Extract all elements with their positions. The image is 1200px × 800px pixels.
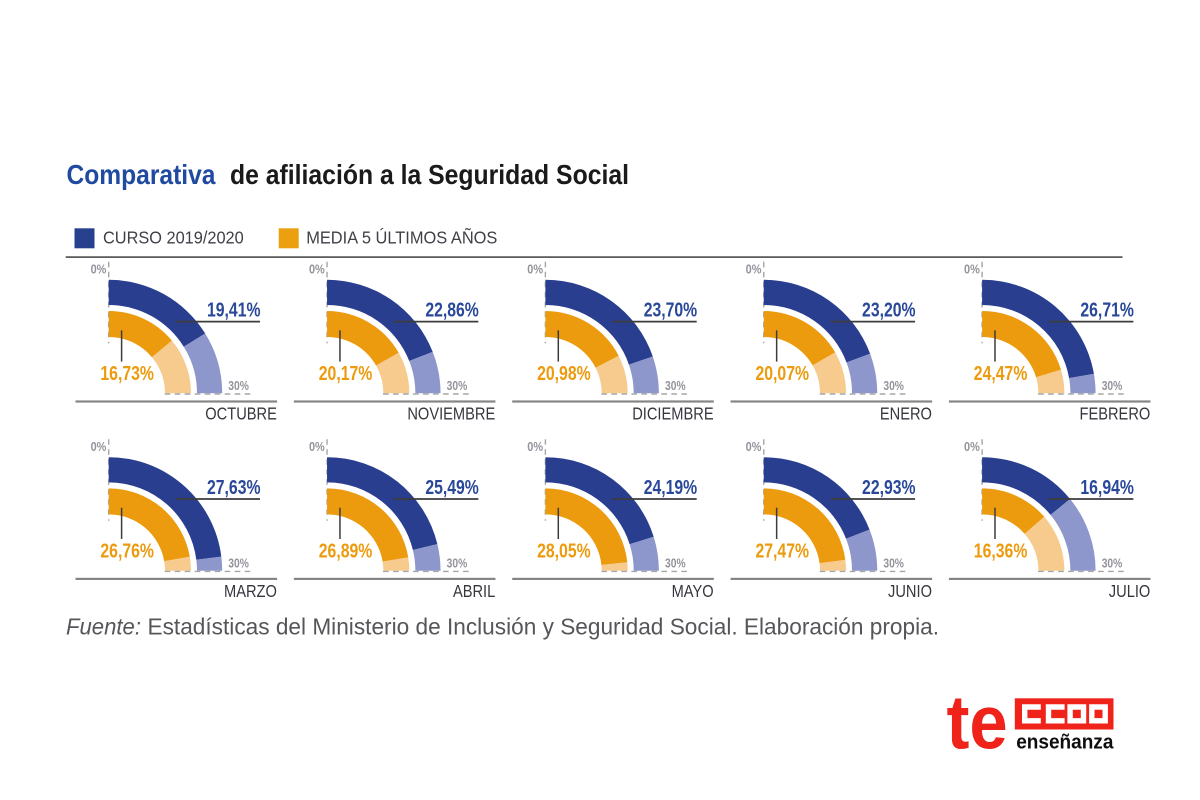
svg-text:0%: 0% bbox=[309, 262, 325, 277]
svg-text:27,63%: 27,63% bbox=[207, 477, 261, 499]
svg-text:30%: 30% bbox=[665, 556, 686, 570]
svg-text:20,07%: 20,07% bbox=[755, 363, 809, 385]
svg-text:Comparativa: Comparativa bbox=[67, 159, 216, 190]
svg-text:20,17%: 20,17% bbox=[319, 363, 373, 385]
svg-text:24,47%: 24,47% bbox=[974, 363, 1028, 385]
svg-text:0%: 0% bbox=[527, 262, 543, 277]
svg-text:0%: 0% bbox=[964, 439, 980, 454]
svg-text:25,49%: 25,49% bbox=[425, 477, 479, 499]
svg-text:0%: 0% bbox=[746, 262, 762, 277]
svg-text:30%: 30% bbox=[1102, 556, 1123, 570]
svg-text:MAYO: MAYO bbox=[672, 581, 714, 601]
svg-text:26,89%: 26,89% bbox=[319, 540, 373, 562]
svg-text:MARZO: MARZO bbox=[224, 581, 277, 601]
svg-text:NOVIEMBRE: NOVIEMBRE bbox=[407, 404, 495, 424]
svg-text:JUNIO: JUNIO bbox=[888, 581, 932, 601]
svg-text:22,93%: 22,93% bbox=[862, 477, 916, 499]
svg-text:DICIEMBRE: DICIEMBRE bbox=[632, 404, 713, 424]
svg-text:30%: 30% bbox=[665, 379, 686, 393]
svg-text:30%: 30% bbox=[883, 379, 904, 393]
svg-text:CURSO 2019/2020: CURSO 2019/2020 bbox=[103, 228, 244, 248]
svg-text:16,73%: 16,73% bbox=[100, 363, 154, 385]
svg-text:0%: 0% bbox=[91, 262, 107, 277]
svg-text:20,98%: 20,98% bbox=[537, 363, 591, 385]
svg-text:28,05%: 28,05% bbox=[537, 540, 591, 562]
svg-text:30%: 30% bbox=[228, 556, 249, 570]
svg-text:19,41%: 19,41% bbox=[207, 300, 261, 322]
svg-text:26,71%: 26,71% bbox=[1080, 300, 1134, 322]
svg-text:ENERO: ENERO bbox=[880, 404, 932, 424]
svg-text:16,36%: 16,36% bbox=[974, 540, 1028, 562]
svg-text:te: te bbox=[947, 680, 1008, 765]
svg-text:30%: 30% bbox=[447, 556, 468, 570]
svg-text:0%: 0% bbox=[964, 262, 980, 277]
svg-text:0%: 0% bbox=[91, 439, 107, 454]
svg-text:22,86%: 22,86% bbox=[425, 300, 479, 322]
svg-text:ABRIL: ABRIL bbox=[453, 581, 495, 601]
svg-text:30%: 30% bbox=[1102, 379, 1123, 393]
svg-text:27,47%: 27,47% bbox=[755, 540, 809, 562]
svg-text:23,70%: 23,70% bbox=[644, 300, 698, 322]
svg-text:MEDIA 5 ÚLTIMOS AÑOS: MEDIA 5 ÚLTIMOS AÑOS bbox=[306, 227, 497, 248]
svg-text:Fuente:: Fuente: bbox=[66, 614, 141, 640]
svg-text:24,19%: 24,19% bbox=[644, 477, 698, 499]
svg-text:0%: 0% bbox=[309, 439, 325, 454]
svg-text:FEBRERO: FEBRERO bbox=[1080, 404, 1151, 424]
svg-text:0%: 0% bbox=[527, 439, 543, 454]
svg-text:30%: 30% bbox=[883, 556, 904, 570]
svg-text:enseñanza: enseñanza bbox=[1016, 730, 1114, 753]
svg-text:OCTUBRE: OCTUBRE bbox=[205, 404, 277, 424]
svg-text:Estadísticas del Ministerio de: Estadísticas del Ministerio de Inclusión… bbox=[148, 614, 940, 640]
svg-text:26,76%: 26,76% bbox=[100, 540, 154, 562]
svg-text:30%: 30% bbox=[447, 379, 468, 393]
svg-text:JULIO: JULIO bbox=[1109, 581, 1151, 601]
svg-text:de afiliación a la Seguridad S: de afiliación a la Seguridad Social bbox=[230, 159, 629, 190]
svg-text:16,94%: 16,94% bbox=[1080, 477, 1134, 499]
svg-text:30%: 30% bbox=[228, 379, 249, 393]
svg-text:0%: 0% bbox=[746, 439, 762, 454]
svg-text:23,20%: 23,20% bbox=[862, 300, 916, 322]
